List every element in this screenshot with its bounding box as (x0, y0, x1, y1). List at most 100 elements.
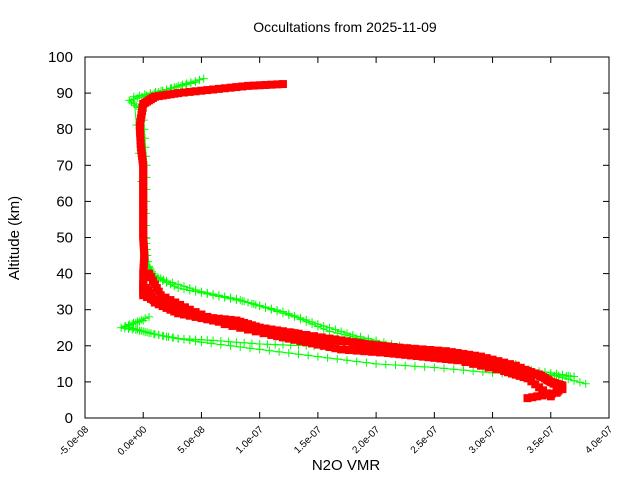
series-0-point (245, 344, 254, 353)
series-0-point (284, 309, 293, 318)
series-0-point (238, 297, 247, 306)
series-1-point (526, 367, 535, 376)
series-0-point (164, 332, 173, 341)
series-1-point (209, 85, 218, 94)
series-1-point (261, 80, 270, 89)
series-0-point (249, 299, 258, 308)
series-0-point (333, 355, 342, 364)
series-0-point (226, 294, 235, 303)
series-0-point (141, 314, 150, 323)
series-0-point (133, 317, 142, 326)
series-1-point (180, 303, 189, 312)
series-1-point (161, 293, 170, 302)
series-1-point (319, 341, 328, 350)
series-0-point (304, 351, 313, 360)
series-1-point (317, 333, 326, 342)
series-0-point (343, 329, 351, 338)
series-0-point (137, 326, 146, 335)
series-1-point (521, 365, 530, 374)
series-0-point (209, 336, 218, 345)
series-0-point (197, 288, 206, 297)
y-tick-label: 70 (56, 157, 73, 174)
series-0-point (158, 276, 167, 285)
series-1-point (228, 321, 237, 330)
series-1-point (494, 357, 503, 366)
series-0-point (308, 318, 317, 327)
series-1-point (395, 350, 404, 359)
series-0-point (290, 311, 299, 320)
series-0-point (352, 357, 361, 366)
series-0-point (265, 346, 274, 355)
series-0-point (469, 367, 478, 376)
series-1-point (290, 335, 299, 344)
series-1-point (352, 346, 361, 355)
series-0-point (313, 352, 322, 361)
series-1-point (523, 394, 532, 403)
series-1-point (407, 351, 416, 360)
series-1-point (179, 310, 188, 319)
series-1-point (348, 338, 357, 347)
series-1-point (528, 393, 537, 402)
series-0-point (199, 74, 208, 83)
series-1-point (278, 80, 287, 89)
x-tick-label: 5.0e-08 (176, 424, 208, 456)
x-axis-label: N2O VMR (312, 457, 381, 474)
series-1-point (197, 86, 206, 95)
series-1-point (546, 392, 555, 401)
series-1-point (500, 358, 509, 367)
series-1-point (331, 344, 340, 353)
series-0-point (255, 339, 264, 348)
series-1-point (389, 349, 398, 358)
series-0-point (273, 306, 282, 315)
series-0-point (261, 302, 270, 311)
series-1-point (214, 317, 223, 326)
series-1-point (436, 354, 445, 363)
series-0-point (255, 301, 264, 310)
series-0-point (140, 90, 149, 99)
series-1-point (412, 352, 421, 361)
series-0-point (232, 338, 241, 347)
y-tick-label: 50 (56, 230, 73, 247)
series-1-point (410, 344, 419, 353)
series-1-point (441, 355, 450, 364)
series-1-point (273, 326, 282, 335)
x-tick-label: 2.0e-07 (350, 424, 382, 456)
y-tick-label: 90 (56, 85, 73, 102)
series-1-point (220, 84, 229, 93)
series-1-point (214, 84, 223, 93)
series-0-point (325, 323, 334, 332)
series-1-point (259, 329, 268, 338)
series-1-point (251, 327, 260, 336)
series-1-point (267, 80, 276, 89)
series-1-point (430, 353, 439, 362)
series-1-point (552, 388, 561, 397)
series-1-point (531, 370, 540, 379)
series-1-point (236, 323, 245, 332)
x-tick-label: 4.0e-07 (583, 424, 615, 456)
chart-title: Occultations from 2025-11-09 (253, 19, 437, 35)
series-1-point (418, 345, 427, 354)
series-1-point (174, 309, 183, 318)
y-tick-label: 0 (65, 410, 73, 427)
series-1-point (453, 356, 462, 365)
series-1-point (220, 320, 229, 329)
series-1-point (558, 385, 567, 394)
series-0-point (135, 91, 144, 100)
series-1-point (176, 300, 185, 309)
series-1-point (368, 347, 377, 356)
series-1-point (434, 346, 443, 355)
series-1-point (492, 365, 501, 374)
series-1-point (377, 341, 386, 350)
x-tick-label: 1.0e-07 (234, 424, 266, 456)
series-1-point (249, 81, 258, 90)
series-0-point (247, 339, 256, 348)
series-1-point (465, 350, 474, 359)
series-1-point (482, 354, 491, 363)
series-0-point (267, 304, 276, 313)
series-0-point (232, 296, 241, 305)
series-1-point (238, 82, 247, 91)
series-1-point (244, 81, 253, 90)
series-1-point (383, 349, 392, 358)
series-1-point (226, 83, 235, 92)
